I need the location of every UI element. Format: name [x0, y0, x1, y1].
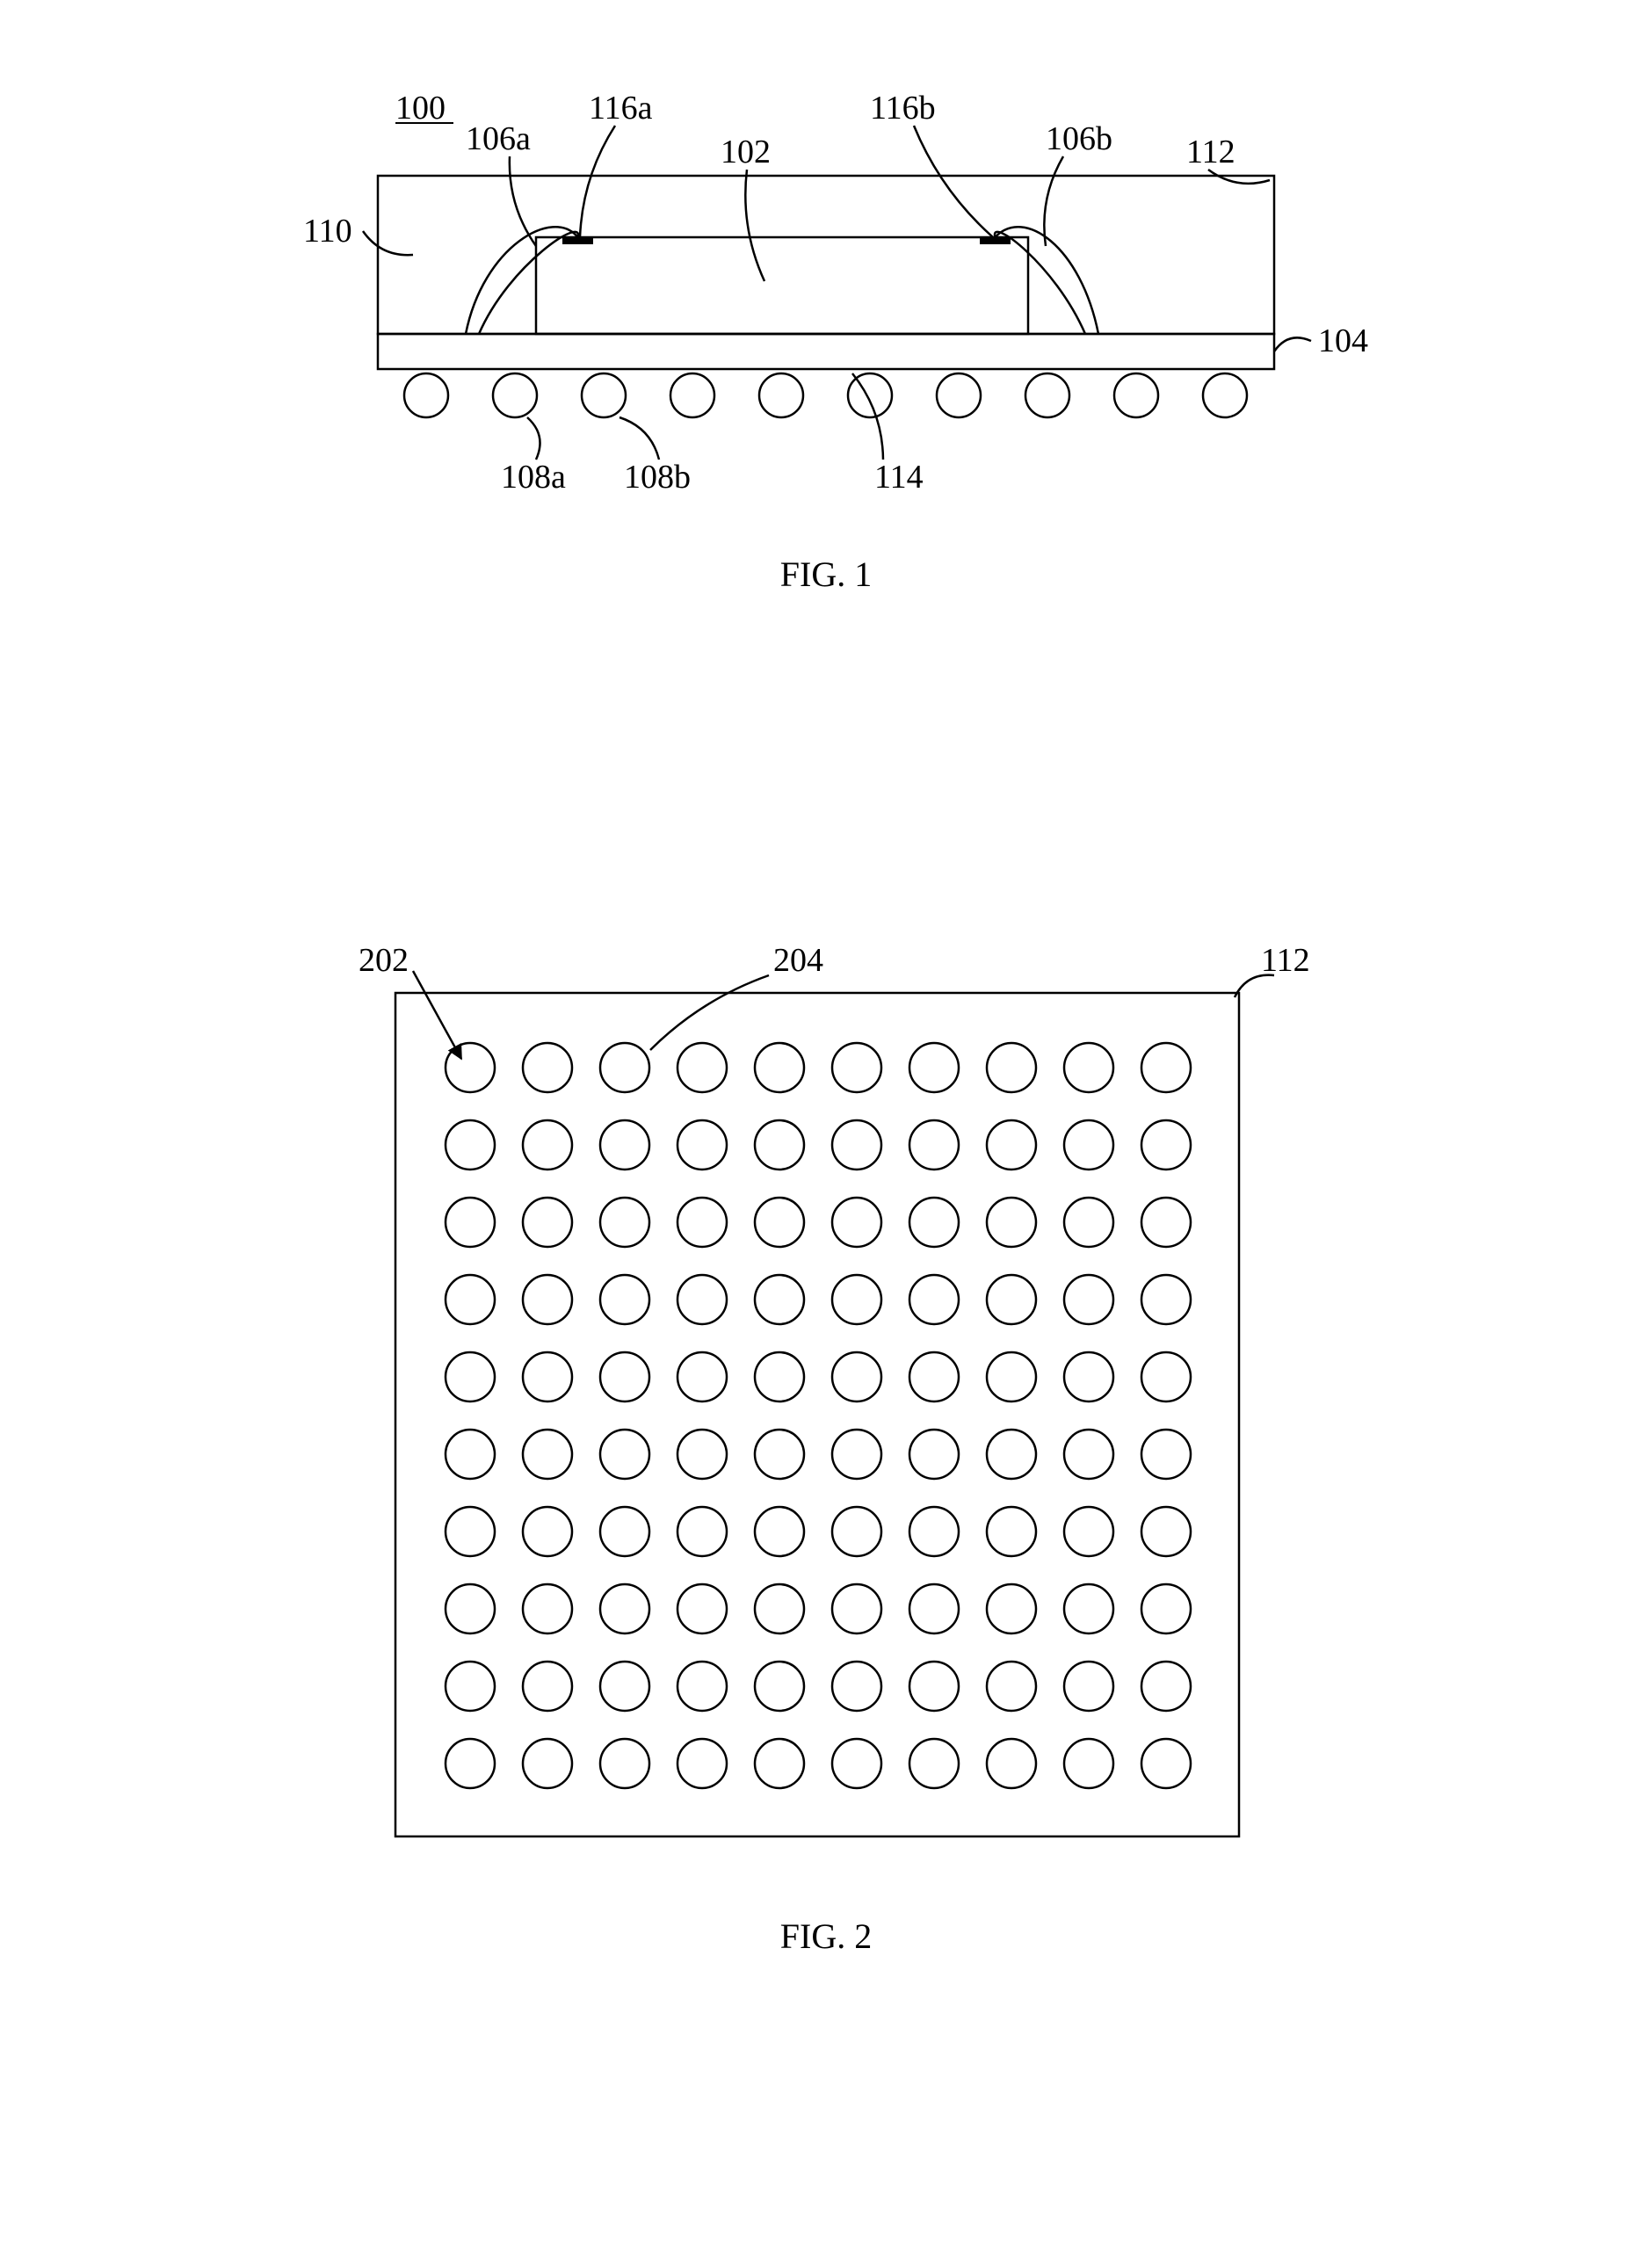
svg-text:106b: 106b	[1046, 120, 1112, 157]
svg-text:112: 112	[1261, 942, 1310, 979]
svg-text:110: 110	[303, 213, 352, 250]
svg-text:106a: 106a	[466, 120, 531, 157]
svg-text:100: 100	[395, 90, 446, 127]
svg-text:108a: 108a	[501, 459, 566, 496]
svg-text:102: 102	[721, 134, 771, 170]
figure-2-diagram: 202 204 112	[308, 923, 1344, 1889]
figure-1-container: 100 110 106a 116a 102 116b 106b 112 104 108a 108b 1…	[237, 70, 1415, 595]
svg-text:112: 112	[1186, 134, 1235, 170]
svg-text:116b: 116b	[870, 90, 936, 127]
figure-2-caption: FIG. 2	[308, 1916, 1344, 1957]
page: 100 110 106a 116a 102 116b 106b 112 104 108a 108b 1…	[0, 0, 1652, 2267]
svg-text:204: 204	[773, 942, 823, 979]
svg-text:116a: 116a	[589, 90, 653, 127]
figure-2-container: 202 204 112 FIG. 2	[308, 923, 1344, 1957]
svg-text:108b: 108b	[624, 459, 691, 496]
figure-1-diagram: 100 110 106a 116a 102 116b 106b 112 104 108a 108b 1…	[237, 70, 1415, 527]
svg-text:202: 202	[359, 942, 409, 979]
svg-text:114: 114	[874, 459, 924, 496]
svg-text:104: 104	[1318, 322, 1368, 359]
figure-1-caption: FIG. 1	[237, 554, 1415, 595]
